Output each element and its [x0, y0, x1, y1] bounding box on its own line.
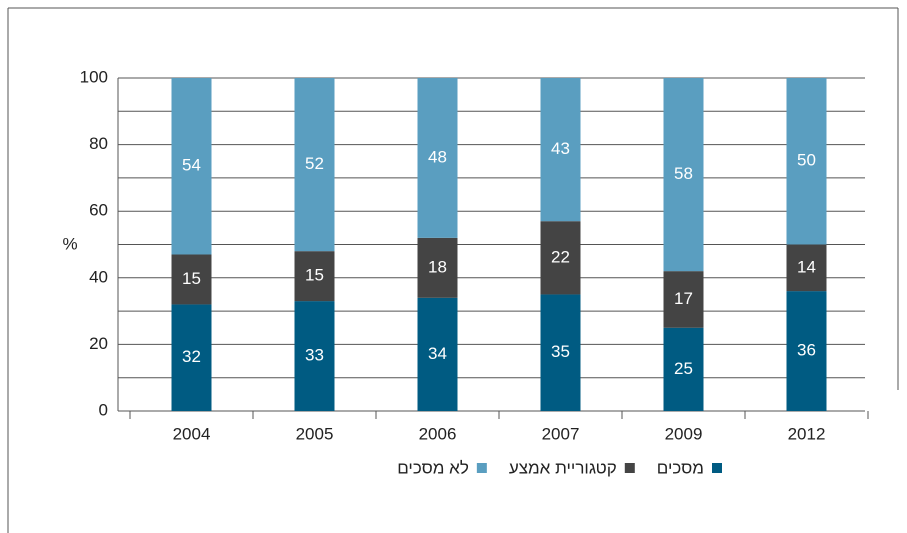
bar-segment — [663, 271, 704, 328]
legend-swatch — [712, 463, 722, 473]
data-label: 52 — [305, 154, 324, 173]
bar-segment — [171, 304, 212, 411]
bar-segment — [171, 254, 212, 305]
bar-segment — [786, 291, 827, 411]
data-label: 22 — [551, 247, 570, 266]
data-label: 48 — [428, 147, 447, 166]
bar-segment — [663, 78, 704, 272]
y-tick-label: 100 — [80, 67, 108, 86]
bar-segment — [663, 327, 704, 411]
data-label: 58 — [674, 164, 693, 183]
legend-label: מסכים — [657, 458, 704, 477]
labels: 0 20 40 60 80 100 2004 32 15 54 2005 33 15 52 2006 34 18… — [80, 67, 826, 477]
bar-segment — [417, 78, 458, 238]
data-label: 54 — [182, 156, 201, 175]
y-tick-label: 40 — [89, 267, 108, 286]
x-tick-label: 2007 — [542, 424, 580, 443]
data-label: 32 — [182, 347, 201, 366]
y-axis-label: % — [62, 234, 77, 253]
data-label: 18 — [428, 257, 447, 276]
data-label: 15 — [305, 266, 324, 285]
bar-segment — [417, 297, 458, 411]
bar-segment — [171, 78, 212, 255]
y-tick-label: 80 — [89, 134, 108, 153]
grid — [117, 77, 869, 419]
y-tick-label: 60 — [89, 201, 108, 220]
x-tick-label: 2004 — [173, 424, 211, 443]
x-tick-label: 2005 — [296, 424, 334, 443]
x-tick-label: 2012 — [788, 424, 826, 443]
x-tick-label: 2009 — [665, 424, 703, 443]
y-tick-label: 20 — [89, 334, 108, 353]
bar-segment — [294, 78, 335, 252]
bar-segment — [417, 237, 458, 298]
bar-segment — [540, 294, 581, 411]
bars — [171, 78, 827, 411]
legend-label: קטגוריית אמצע — [509, 458, 617, 477]
x-tick-label: 2006 — [419, 424, 457, 443]
data-label: 25 — [674, 359, 693, 378]
data-label: 33 — [305, 346, 324, 365]
data-label: 14 — [797, 257, 816, 276]
data-label: 17 — [674, 289, 693, 308]
legend-swatch — [476, 463, 487, 473]
data-label: 34 — [428, 344, 447, 363]
bar-segment — [540, 221, 581, 295]
legend-label: לא מסכים — [397, 458, 469, 477]
data-label: 35 — [551, 342, 570, 361]
data-label: 50 — [797, 151, 816, 170]
data-label: 15 — [182, 269, 201, 288]
bar-segment — [540, 78, 581, 222]
bar-segment — [786, 78, 827, 245]
data-label: 36 — [797, 341, 816, 360]
bar-segment — [294, 251, 335, 302]
y-tick-label: 0 — [99, 400, 108, 419]
bar-segment — [786, 244, 827, 292]
legend-swatch — [624, 463, 635, 473]
data-label: 43 — [551, 139, 570, 158]
bar-segment — [294, 301, 335, 411]
